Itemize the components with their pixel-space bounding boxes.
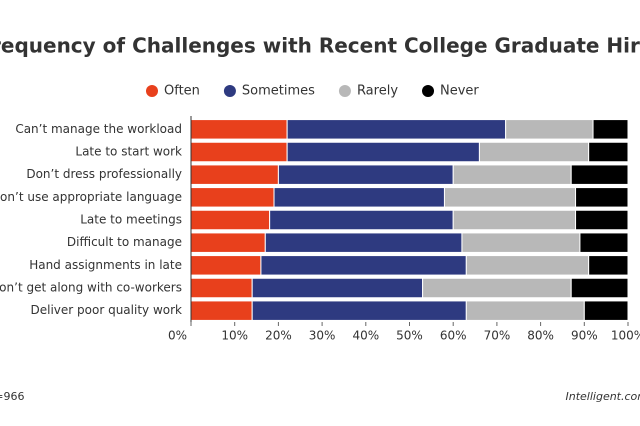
y-tick-label: Don’t use appropriate language bbox=[0, 190, 182, 204]
legend-label: Sometimes bbox=[242, 84, 315, 99]
bar-segment bbox=[443, 187, 577, 208]
legend-label: Never bbox=[440, 84, 479, 99]
bar-segment bbox=[505, 119, 594, 140]
bar-segment bbox=[286, 119, 507, 140]
source: Intelligent.com bbox=[566, 390, 640, 403]
x-tick-label: 100% bbox=[611, 329, 640, 343]
bar-segment bbox=[251, 277, 424, 299]
y-tick-label: Don’t get along with co-workers bbox=[0, 281, 182, 295]
chart-title: Frequency of Challenges with Recent Coll… bbox=[0, 34, 640, 58]
x-tick-label: 40% bbox=[352, 329, 379, 343]
sample-note: N=966 bbox=[0, 390, 24, 403]
bar-segment bbox=[190, 187, 275, 208]
x-tick-label: 90% bbox=[571, 329, 598, 343]
bar-segment bbox=[478, 141, 590, 163]
bar-segment bbox=[575, 187, 629, 208]
bar-segment bbox=[465, 300, 585, 321]
bar-segment bbox=[269, 209, 454, 231]
bar-segment bbox=[190, 209, 271, 231]
bar-segment bbox=[588, 141, 629, 163]
y-tick-label: Deliver poor quality work bbox=[31, 303, 183, 317]
bar-segment bbox=[575, 209, 629, 231]
bar-segment bbox=[277, 164, 454, 185]
bar-segment bbox=[273, 187, 445, 208]
y-tick-label: Can’t manage the workload bbox=[15, 122, 182, 136]
legend-swatch bbox=[146, 85, 158, 97]
x-tick-label: 60% bbox=[440, 329, 467, 343]
bar-segment bbox=[570, 164, 629, 185]
bar-segment bbox=[251, 300, 467, 321]
bar-segment bbox=[452, 209, 577, 231]
bar-segment bbox=[422, 277, 572, 299]
bar-segment bbox=[190, 300, 253, 321]
bar-segment bbox=[190, 164, 279, 185]
legend-swatch bbox=[223, 85, 236, 97]
x-tick-label: 0% bbox=[168, 329, 187, 343]
legend-swatch bbox=[338, 85, 351, 97]
bar-segment bbox=[570, 277, 629, 299]
bar-segment bbox=[190, 277, 253, 299]
y-tick-label: Don’t dress professionally bbox=[26, 167, 182, 181]
x-tick-label: 70% bbox=[484, 329, 511, 343]
bar-segment bbox=[190, 255, 262, 276]
legend-label: Rarely bbox=[357, 84, 398, 99]
y-tick-label: Late to meetings bbox=[80, 213, 182, 227]
bar-segment bbox=[190, 232, 266, 253]
x-tick-label: 50% bbox=[396, 329, 423, 343]
legend-swatch bbox=[422, 85, 435, 97]
x-tick-label: 10% bbox=[221, 329, 248, 343]
bar-segment bbox=[465, 255, 590, 276]
bar-segment bbox=[579, 232, 629, 253]
y-tick-label: Late to start work bbox=[75, 145, 182, 159]
x-tick-label: 30% bbox=[309, 329, 336, 343]
x-tick-label: 20% bbox=[265, 329, 292, 343]
bar-segment bbox=[286, 141, 480, 163]
bar-segment bbox=[461, 232, 581, 253]
bar-segment bbox=[190, 119, 288, 140]
bar-segment bbox=[264, 232, 463, 253]
bar-segment bbox=[190, 141, 288, 163]
bar-segment bbox=[588, 255, 629, 276]
x-tick-label: 80% bbox=[527, 329, 554, 343]
y-tick-label: Difficult to manage bbox=[67, 235, 182, 249]
bar-segment bbox=[260, 255, 467, 276]
bar-segment bbox=[452, 164, 572, 185]
y-tick-label: Hand assignments in late bbox=[29, 258, 182, 272]
legend-label: Often bbox=[164, 84, 200, 99]
bar-segment bbox=[592, 119, 629, 140]
bar-segment bbox=[583, 300, 629, 321]
